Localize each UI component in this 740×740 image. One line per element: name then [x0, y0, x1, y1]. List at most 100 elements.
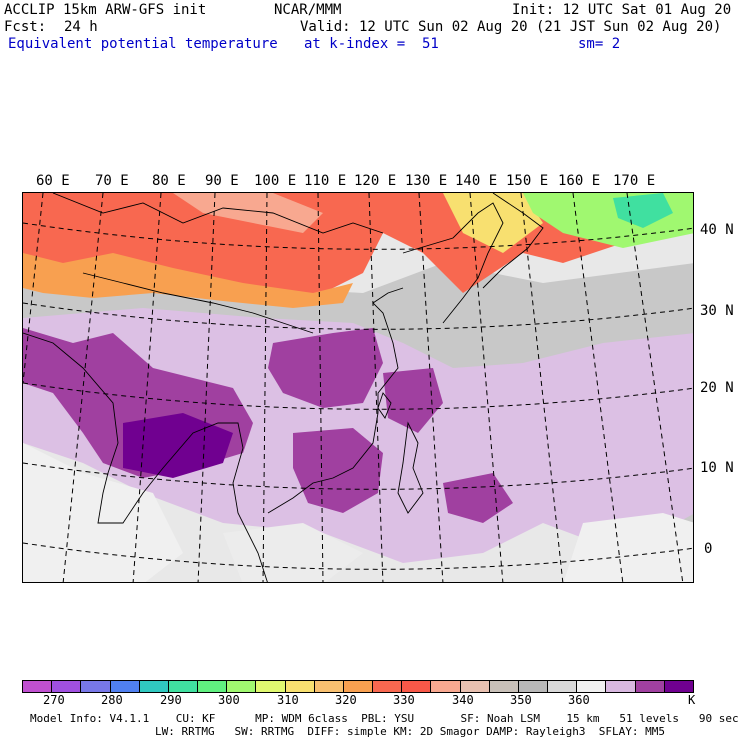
colorbar-swatch — [110, 681, 140, 692]
lat-label: 30 N — [700, 303, 734, 319]
white-patch-indian — [23, 443, 183, 582]
lat-label: 20 N — [700, 380, 734, 396]
lon-label: 150 E — [506, 173, 549, 189]
coastline-east-asia — [267, 287, 404, 514]
lat-label: 40 N — [700, 222, 734, 238]
colorbar-label: 290 — [160, 693, 182, 707]
colorbar-swatch — [489, 681, 519, 692]
lon-line — [368, 193, 384, 582]
lon-label: 130 E — [405, 173, 448, 189]
colorbar-swatch — [81, 681, 111, 692]
colorbar-swatch — [664, 681, 693, 692]
physics-info: LW: RRTMG SW: RRTMG DIFF: simple KM: 2D … — [155, 725, 665, 738]
colorbar-swatch — [198, 681, 228, 692]
lon-label: 110 E — [304, 173, 347, 189]
coastline-philippines — [397, 421, 424, 514]
lon-label: 170 E — [613, 173, 656, 189]
colorbar-swatch — [227, 681, 257, 692]
center-label: NCAR/MMM — [274, 2, 342, 18]
lon-line — [572, 193, 624, 582]
coastline-japan — [482, 193, 544, 289]
colorbar-label: 270 — [43, 693, 65, 707]
lon-line — [132, 193, 162, 582]
coastlines — [23, 193, 544, 582]
lon-line — [262, 193, 268, 582]
lon-label: 140 E — [455, 173, 498, 189]
colorbar-swatch — [139, 681, 169, 692]
level-info: at k-index = 51 — [304, 36, 439, 52]
lat-line-40n — [23, 222, 693, 250]
model-info: Model Info: V4.1.1 CU: KF MP: WDM 6class… — [30, 712, 739, 725]
lon-line — [23, 193, 44, 384]
lat-line-10n — [23, 462, 693, 490]
lon-label: 160 E — [558, 173, 601, 189]
forecast-hour: 24 h — [64, 19, 98, 35]
coastline-south-asia — [23, 332, 268, 582]
colorbar-swatch — [23, 681, 53, 692]
lon-label: 120 E — [354, 173, 397, 189]
lon-label: 60 E — [36, 173, 70, 189]
lon-line — [520, 193, 564, 582]
lat-line-0 — [23, 542, 693, 570]
lat-label: 10 N — [700, 460, 734, 476]
colorbar-swatch — [460, 681, 490, 692]
colorbar-label: 330 — [393, 693, 415, 707]
colorbar-swatch — [431, 681, 461, 692]
lon-line — [418, 193, 444, 582]
colorbar-swatch — [168, 681, 199, 692]
colorbar-swatch — [548, 681, 578, 692]
lat-line-30n — [23, 302, 693, 330]
colorbar-swatch — [606, 681, 636, 692]
lon-line — [317, 193, 324, 582]
colorbar-swatch — [314, 681, 344, 692]
lon-line — [469, 193, 504, 582]
lon-label: 70 E — [95, 173, 129, 189]
colorbar-label: 300 — [218, 693, 240, 707]
lon-label: 100 E — [254, 173, 297, 189]
lon-label: 80 E — [152, 173, 186, 189]
colorbar-swatch — [518, 681, 549, 692]
white-patch-pacific — [563, 513, 693, 582]
teal-patch — [613, 193, 673, 228]
colorbar-swatch — [256, 681, 286, 692]
colorbar — [22, 680, 694, 693]
colorbar-label: 360 — [568, 693, 590, 707]
model-title: ACCLIP 15km ARW-GFS init — [4, 2, 207, 18]
colorbar-swatch — [635, 681, 665, 692]
white-patch-south — [223, 523, 363, 582]
forecast-label: Fcst: — [4, 19, 47, 35]
graticule — [23, 193, 693, 582]
colorbar-swatch — [402, 681, 432, 692]
colorbar-swatch — [373, 681, 403, 692]
lon-line — [626, 193, 684, 582]
salmon-patch — [173, 193, 323, 233]
colorbar-label: 280 — [101, 693, 123, 707]
purple-region-pacific — [443, 473, 513, 523]
purple-region-typhoon — [383, 368, 443, 433]
coastline-taiwan — [377, 392, 392, 419]
lon-line — [197, 193, 216, 582]
border-himalaya — [82, 272, 314, 334]
field-name: Equivalent potential temperature — [8, 36, 278, 52]
colorbar-label: 350 — [510, 693, 532, 707]
orange-band — [23, 253, 353, 308]
theta-e-map — [23, 193, 693, 582]
lon-label: 90 E — [205, 173, 239, 189]
border-north — [52, 193, 384, 234]
purple-region-scs — [293, 428, 383, 513]
smoothing-info: sm= 2 — [578, 36, 621, 52]
coastline-korea-japan — [402, 202, 504, 324]
init-time: Init: 12 UTC Sat 01 Aug 20 — [512, 2, 732, 18]
colorbar-swatch — [343, 681, 374, 692]
map-panel — [22, 192, 694, 583]
lon-line — [62, 193, 104, 582]
colorbar-label: 320 — [335, 693, 357, 707]
colorbar-swatch — [577, 681, 607, 692]
purple-region-china — [268, 328, 383, 408]
colorbar-swatch — [52, 681, 82, 692]
valid-time: Valid: 12 UTC Sun 02 Aug 20 (21 JST Sun … — [300, 19, 722, 35]
colorbar-label: 310 — [277, 693, 299, 707]
colorbar-unit: K — [688, 693, 696, 707]
dark-purple-bay — [123, 413, 233, 478]
colorbar-label: 340 — [452, 693, 474, 707]
